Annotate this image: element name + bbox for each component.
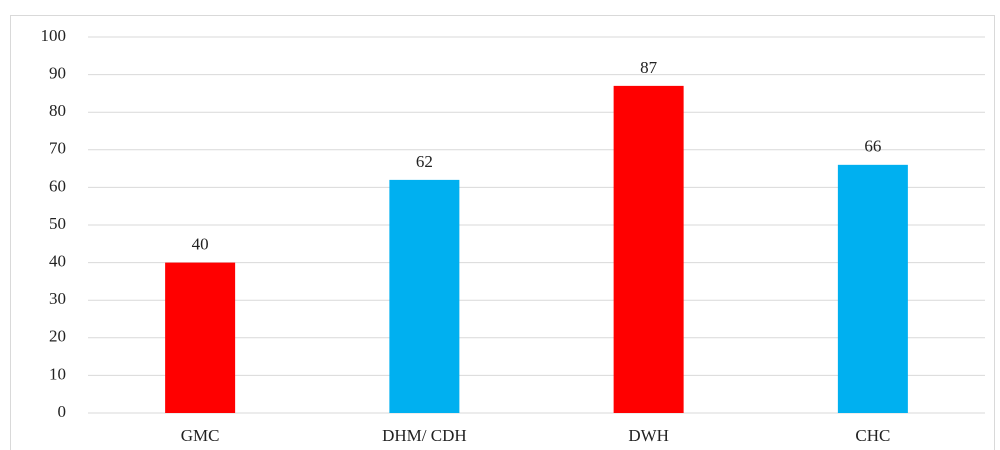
data-label: 66 — [864, 137, 881, 156]
x-tick-label: CHC — [855, 426, 890, 445]
bar — [837, 164, 908, 413]
x-tick-label: DWH — [628, 426, 669, 445]
y-tick-label: 20 — [49, 327, 66, 346]
x-tick-label: GMC — [181, 426, 220, 445]
y-tick-label: 50 — [49, 214, 66, 233]
bar — [613, 85, 684, 413]
bar — [389, 179, 460, 413]
data-label: 62 — [416, 152, 433, 171]
data-label: 40 — [192, 235, 209, 254]
x-tick-label: DHM/ CDH — [382, 426, 467, 445]
data-label: 87 — [640, 58, 658, 77]
y-tick-label: 100 — [41, 26, 67, 45]
y-tick-label: 90 — [49, 64, 66, 83]
y-tick-label: 10 — [49, 364, 66, 383]
y-tick-label: 0 — [58, 402, 67, 421]
y-tick-label: 60 — [49, 176, 66, 195]
y-tick-label: 40 — [49, 252, 66, 271]
bar — [165, 262, 236, 413]
y-tick-label: 80 — [49, 101, 66, 120]
y-tick-label: 70 — [49, 139, 66, 158]
y-tick-label: 30 — [49, 289, 66, 308]
